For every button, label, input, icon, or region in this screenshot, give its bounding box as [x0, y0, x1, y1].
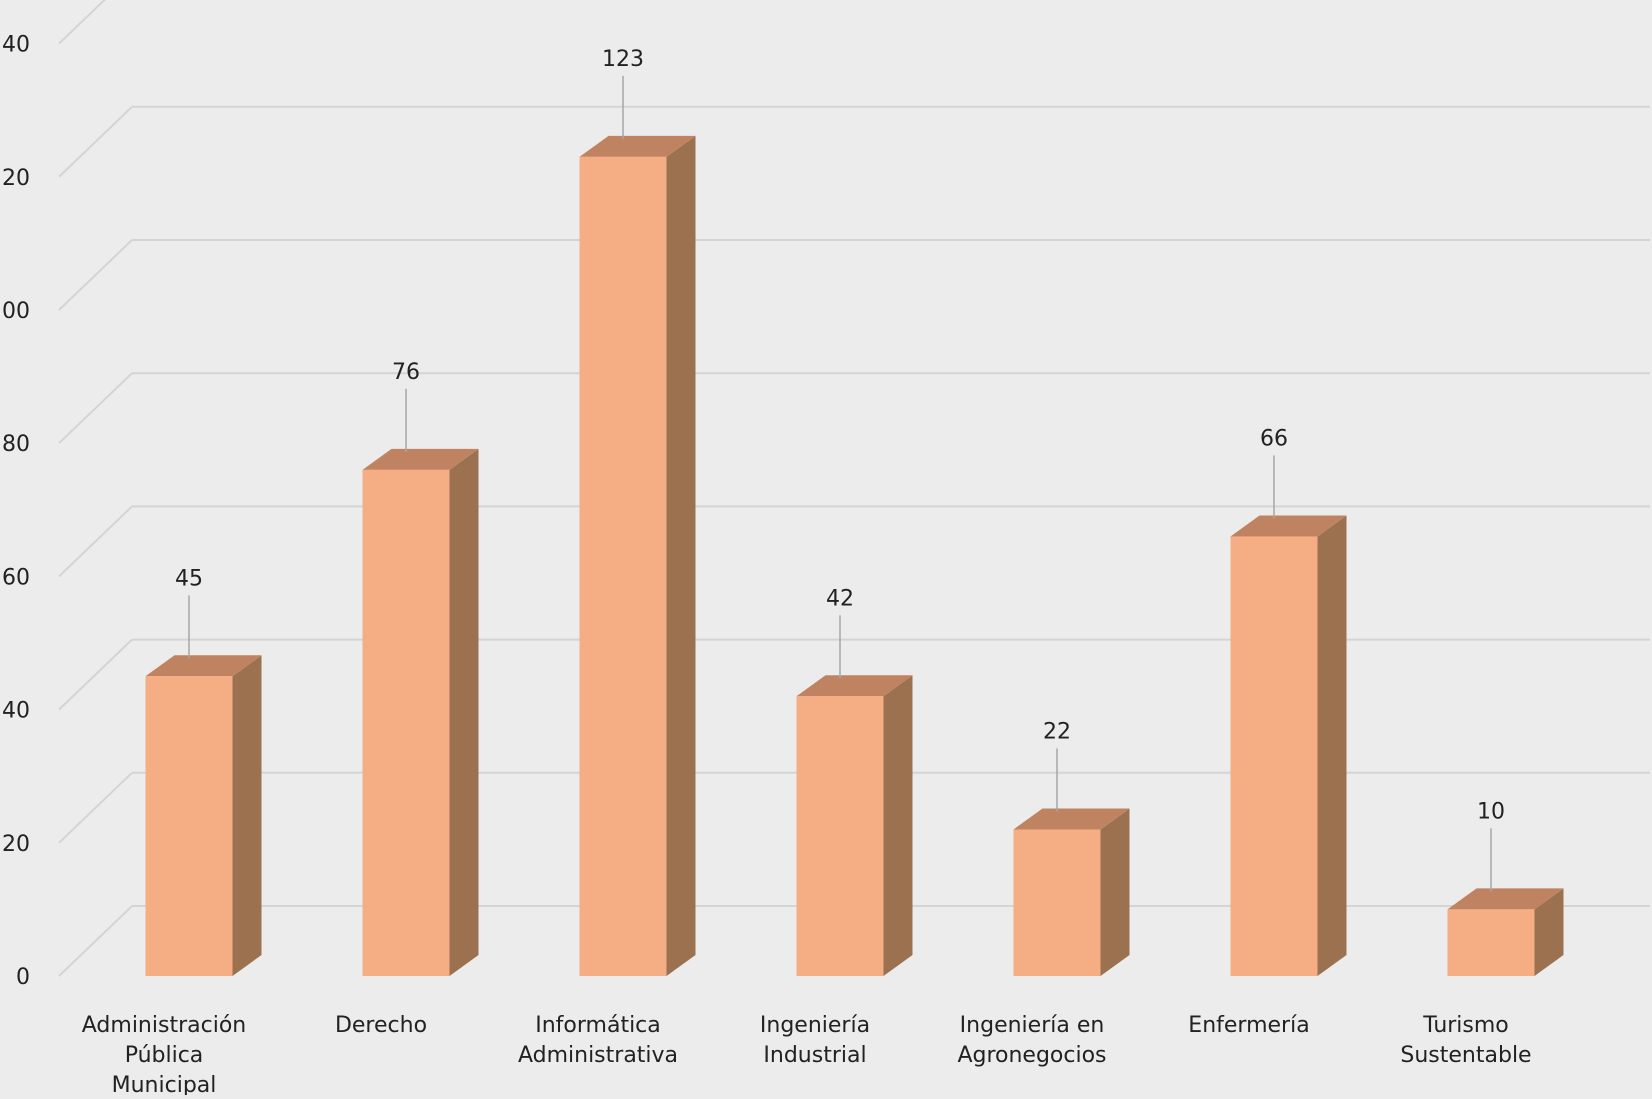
bar-side: [232, 655, 262, 976]
data-label: 22: [1043, 719, 1071, 744]
category-label: Enfermería: [1188, 1013, 1309, 1038]
bar: [145, 676, 233, 976]
category-label-line: Derecho: [335, 1013, 427, 1038]
bar: [1013, 829, 1101, 976]
category-label-line: Agronegocios: [957, 1043, 1106, 1068]
category-label-line: Pública: [125, 1043, 204, 1068]
bar-top: [145, 655, 262, 677]
bar-top: [1447, 888, 1564, 910]
category-label-line: Turismo: [1422, 1013, 1509, 1038]
y-tick-label: 0: [16, 965, 30, 990]
category-label: Turismo Sustentable: [1400, 1013, 1531, 1068]
bars: [145, 135, 1564, 977]
gridline-diagonal: [58, 372, 133, 444]
data-label: 42: [826, 586, 854, 611]
bar-side: [1317, 515, 1347, 976]
bar-side: [666, 135, 696, 976]
data-label: 76: [392, 360, 420, 385]
category-label-line: Industrial: [763, 1043, 866, 1068]
bar-side: [1100, 808, 1130, 976]
category-label-line: Ingeniería en: [960, 1013, 1105, 1038]
category-label-line: Sustentable: [1400, 1043, 1531, 1068]
category-label: Derecho: [335, 1013, 427, 1038]
bar: [579, 156, 667, 976]
gridline-diagonal: [58, 0, 106, 45]
bar-top: [796, 675, 913, 697]
category-label-line: Enfermería: [1188, 1013, 1309, 1038]
gridline-diagonal: [58, 505, 133, 578]
bar: [1230, 536, 1318, 976]
bar: [1447, 909, 1535, 976]
category-label-line: Informática: [535, 1013, 661, 1038]
data-label: 66: [1260, 426, 1288, 451]
data-label: 10: [1477, 799, 1505, 824]
category-label-line: Administración: [82, 1013, 246, 1038]
bar-top: [1230, 515, 1347, 537]
bar-side: [449, 448, 479, 977]
category-label-line: Ingeniería: [760, 1013, 870, 1038]
y-tick-label: 80: [2, 432, 30, 457]
category-label: Ingeniería en Agronegocios: [957, 1013, 1106, 1068]
gridline-diagonal: [58, 106, 133, 178]
y-tick-label: 100: [0, 299, 30, 324]
category-label: Ingeniería Industrial: [760, 1013, 870, 1068]
y-tick-label: 40: [2, 699, 30, 724]
gridline-diagonal: [58, 239, 133, 311]
data-label: 45: [175, 566, 203, 591]
bar-side: [1534, 888, 1564, 976]
bar: [362, 469, 450, 976]
category-label-line: Municipal: [112, 1073, 217, 1095]
bar-side: [883, 675, 913, 976]
bar-top: [579, 135, 696, 157]
bar-top: [1013, 808, 1130, 830]
y-tick-label: 140: [0, 33, 30, 58]
category-label: Informática Administrativa: [518, 1013, 678, 1068]
bar-top: [362, 448, 479, 470]
bar: [796, 696, 884, 976]
y-axis-ticks: 0 20 40 60 80 100 120 140: [0, 33, 30, 990]
category-label-line: Administrativa: [518, 1043, 678, 1068]
gridline-diagonal: [58, 638, 133, 711]
y-tick-label: 60: [2, 565, 30, 590]
y-tick-label: 120: [0, 166, 30, 191]
data-label: 123: [602, 47, 644, 72]
y-tick-label: 20: [2, 832, 30, 857]
x-axis-categories: Administración Pública Municipal Derecho Inf…: [82, 1013, 1532, 1098]
data-labels: 45 76 123 42 22 66 10: [175, 47, 1505, 892]
category-label: Administración Pública Municipal: [82, 1013, 246, 1095]
gridline-diagonal: [58, 772, 133, 844]
gridline-diagonal: [58, 905, 133, 977]
